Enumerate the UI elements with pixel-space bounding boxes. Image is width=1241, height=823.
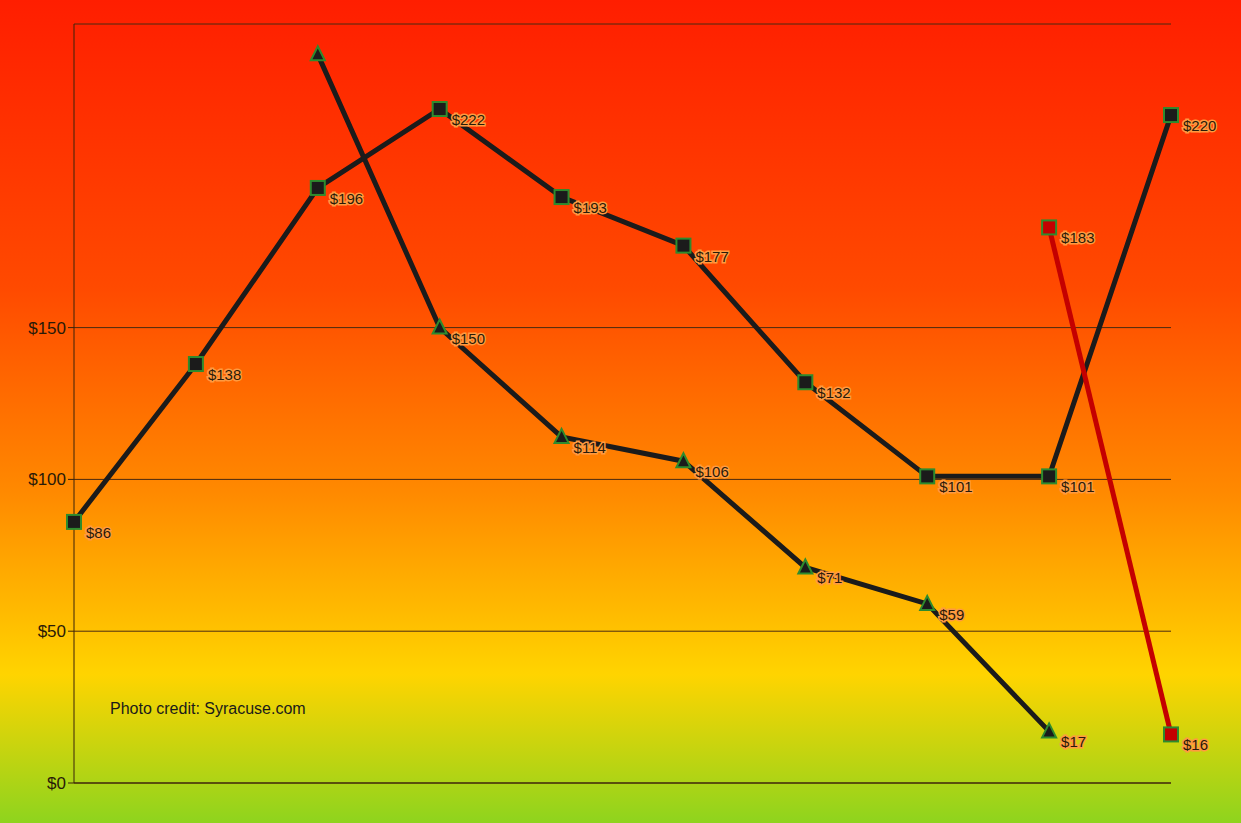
svg-text:$150: $150	[452, 330, 485, 347]
svg-text:$177: $177	[695, 248, 728, 265]
svg-text:$114: $114	[574, 439, 606, 456]
svg-text:$106: $106	[695, 463, 728, 480]
svg-text:$17: $17	[1061, 733, 1086, 750]
svg-text:$193: $193	[574, 199, 607, 216]
svg-text:$132: $132	[817, 384, 850, 401]
svg-text:$0: $0	[47, 774, 66, 793]
svg-text:$50: $50	[38, 622, 66, 641]
svg-text:$16: $16	[1183, 736, 1208, 753]
svg-text:$100: $100	[28, 470, 66, 489]
html-text:Photo credit: Syracuse.com: Photo credit: Syracuse.com	[110, 700, 306, 717]
svg-text:$220: $220	[1183, 117, 1216, 134]
svg-text:$59: $59	[939, 606, 964, 623]
svg-text:$101: $101	[1061, 478, 1094, 495]
svg-text:$183: $183	[1061, 229, 1094, 246]
svg-text:$71: $71	[817, 569, 842, 586]
svg-text:$150: $150	[28, 319, 66, 338]
svg-text:$138: $138	[208, 366, 241, 383]
svg-text:$101: $101	[939, 478, 972, 495]
svg-text:$222: $222	[452, 111, 485, 128]
svg-text:$196: $196	[330, 190, 363, 207]
svg-text:$86: $86	[86, 524, 111, 541]
